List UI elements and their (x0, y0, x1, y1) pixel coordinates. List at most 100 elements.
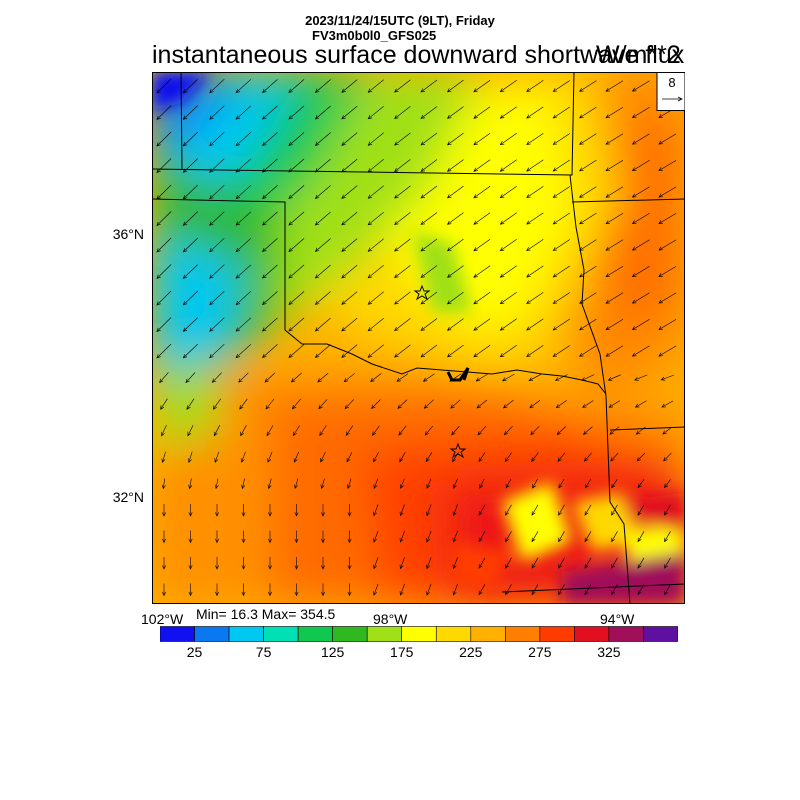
wind-arrow (477, 425, 487, 436)
wind-arrow (367, 344, 384, 358)
wind-arrow (558, 584, 565, 596)
wind-arrow (664, 531, 671, 543)
wind-arrow (314, 317, 331, 332)
wind-arrow (212, 398, 221, 410)
wind-arrow (558, 504, 565, 516)
wind-arrow (314, 291, 331, 305)
wind-arrow (664, 557, 671, 569)
wind-arrow (188, 530, 193, 544)
wind-arrow (235, 291, 252, 306)
wind-arrow (605, 318, 624, 331)
wind-arrow (317, 372, 329, 383)
wind-arrow (473, 159, 491, 172)
wind-arrow (631, 266, 650, 278)
wind-arrow (446, 318, 464, 331)
wind-arrow (420, 185, 438, 199)
wind-arrow (446, 79, 464, 93)
wind-arrow (162, 583, 166, 597)
wind-arrow (451, 425, 460, 436)
wind-arrow (266, 425, 274, 437)
wind-arrow (394, 132, 411, 146)
colorbar-box (160, 626, 195, 642)
wind-arrow (344, 399, 355, 410)
wind-arrow (159, 372, 169, 384)
wind-arrow (240, 451, 246, 463)
wind-arrow (637, 479, 645, 489)
wind-arrow (552, 159, 570, 172)
wind-arrow (558, 557, 565, 569)
wind-arrow (209, 290, 225, 306)
wind-arrow (268, 557, 272, 570)
wind-arrow (605, 265, 624, 278)
wind-arrow (398, 425, 407, 436)
wind-arrow (373, 478, 379, 489)
wind-arrow (238, 372, 249, 383)
wind-arrow (213, 425, 221, 437)
wind-arrow (261, 291, 278, 306)
wind-arrow (261, 211, 278, 226)
wind-arrow (605, 345, 624, 357)
wind-arrow (579, 345, 597, 357)
wind-arrow (422, 373, 435, 382)
wind-arrow (240, 425, 247, 437)
wind-arrow (658, 133, 677, 145)
wind-arrow (318, 399, 328, 410)
colorbar-box (470, 626, 506, 642)
wind-arrow (160, 398, 168, 410)
wind-arrow (658, 345, 677, 357)
wind-arrow (394, 185, 411, 199)
wind-arrow (182, 131, 198, 147)
wind-arrow (182, 343, 198, 359)
wind-arrow (658, 292, 677, 304)
wind-arrow (449, 373, 462, 382)
wind-arrow (394, 79, 411, 93)
wind-arrow (209, 317, 225, 332)
wind-arrow (611, 504, 618, 516)
wind-arrow (209, 343, 225, 359)
wind-arrow (528, 374, 542, 382)
wind-arrow (399, 452, 406, 463)
reference-vector-label: 8 (668, 75, 675, 90)
wind-arrow (452, 557, 458, 570)
wind-arrow (373, 451, 379, 463)
wind-arrow (503, 425, 513, 436)
wind-arrow (367, 158, 384, 173)
wind-arrow (288, 105, 305, 120)
wind-arrow (579, 318, 597, 331)
wind-arrow (314, 158, 331, 173)
wind-arrow (156, 290, 172, 306)
wind-arrow (215, 583, 219, 597)
wind-arrow (241, 478, 246, 490)
wind-arrow (373, 504, 379, 517)
wind-arrow (241, 530, 246, 544)
wind-arrow (499, 265, 517, 278)
lon-label-94w: 94°W (600, 611, 635, 627)
wind-arrow (186, 398, 195, 410)
title-model: FV3m0b0l0_GFS025 (312, 28, 437, 43)
wind-arrow (182, 290, 198, 306)
wind-arrow (583, 452, 592, 462)
wind-arrow (579, 239, 597, 251)
wind-arrow (209, 158, 225, 173)
wind-arrow (479, 478, 485, 489)
wind-arrow (420, 291, 438, 305)
wind-arrow (261, 105, 278, 120)
wind-arrow (209, 264, 225, 279)
wind-arrow (347, 583, 352, 597)
wind-arrow (341, 79, 358, 93)
wind-arrow (531, 452, 539, 462)
wind-arrow (505, 531, 512, 543)
wind-arrow (347, 557, 352, 570)
colorbar-tick-label: 75 (255, 644, 272, 660)
wind-arrow (605, 106, 624, 119)
wind-arrow (347, 478, 352, 490)
wind-arrow (294, 557, 299, 570)
title-units: W/m**2 (596, 41, 681, 69)
map-frame (152, 72, 685, 604)
wind-arrow (473, 344, 491, 358)
colorbar-tick-label: 125 (320, 644, 345, 660)
wind-arrow (288, 185, 305, 200)
wind-arrow (478, 452, 486, 463)
wind-arrow (532, 478, 538, 489)
wind-arrow (424, 425, 434, 436)
